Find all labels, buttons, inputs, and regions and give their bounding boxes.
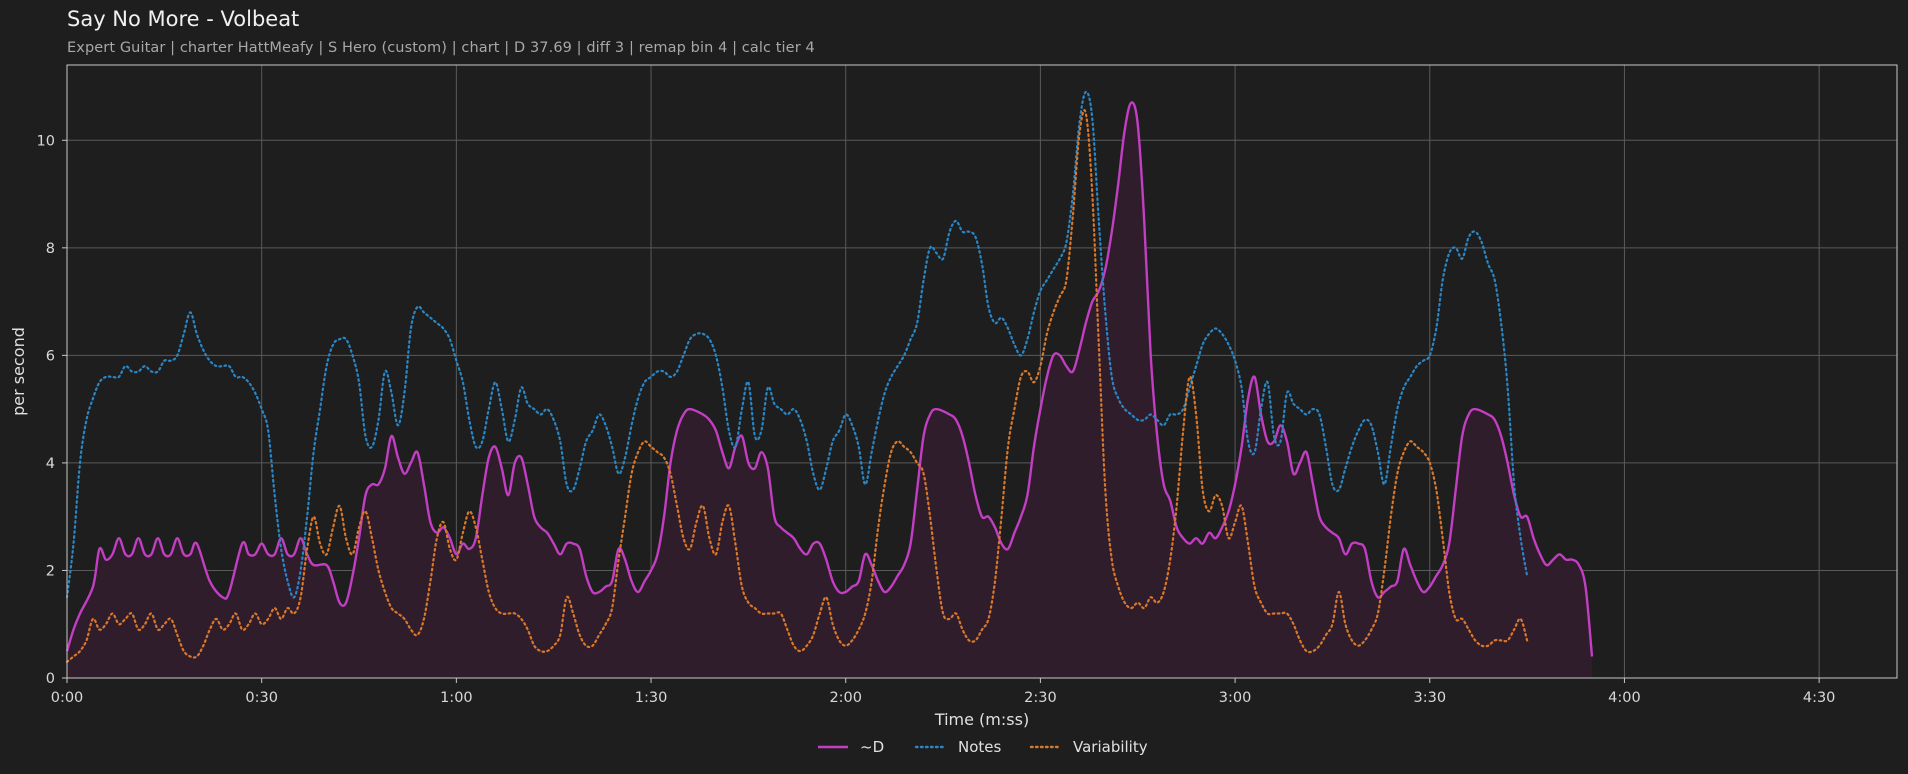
x-tick-label: 3:00 [1219, 690, 1252, 706]
y-tick-label: 8 [46, 241, 55, 257]
x-tick-label: 2:30 [1024, 690, 1057, 706]
legend-label: Notes [958, 738, 1002, 756]
legend-label: Variability [1073, 738, 1148, 756]
x-tick-label: 0:30 [245, 690, 278, 706]
series-layer [65, 90, 1594, 663]
x-tick-label: 4:00 [1608, 690, 1641, 706]
plot-frame [66, 64, 1898, 679]
series-variability-line [65, 109, 1529, 663]
y-axis-title: per second [9, 327, 28, 416]
x-tick-label: 1:00 [440, 690, 473, 706]
y-tick-label: 6 [46, 348, 55, 364]
y-tick-label: 0 [46, 671, 55, 687]
x-tick-label: 1:30 [635, 690, 668, 706]
x-tick-label: 3:30 [1413, 690, 1446, 706]
y-axis-ticks: 0 2 4 6 8 10 [37, 133, 67, 687]
series-d-line [65, 101, 1594, 657]
x-tick-label: 2:00 [829, 690, 862, 706]
x-tick-label: 0:00 [51, 690, 84, 706]
y-tick-label: 4 [46, 456, 55, 472]
legend-label: ~D [860, 738, 884, 756]
chart-title: Say No More - Volbeat [67, 7, 300, 31]
legend: ~D Notes Variability [818, 738, 1148, 756]
x-tick-label: 4:30 [1803, 690, 1836, 706]
chart-subtitle: Expert Guitar | charter HattMeafy | S He… [67, 40, 815, 56]
x-axis-ticks: 0:00 0:30 1:00 1:30 2:00 2:30 3:00 3:30 4:00 4:30 [51, 678, 1836, 706]
y-tick-label: 2 [46, 563, 55, 579]
x-axis-title: Time (m:ss) [934, 710, 1029, 729]
series-notes-line [65, 90, 1529, 599]
y-tick-label: 10 [37, 133, 55, 149]
